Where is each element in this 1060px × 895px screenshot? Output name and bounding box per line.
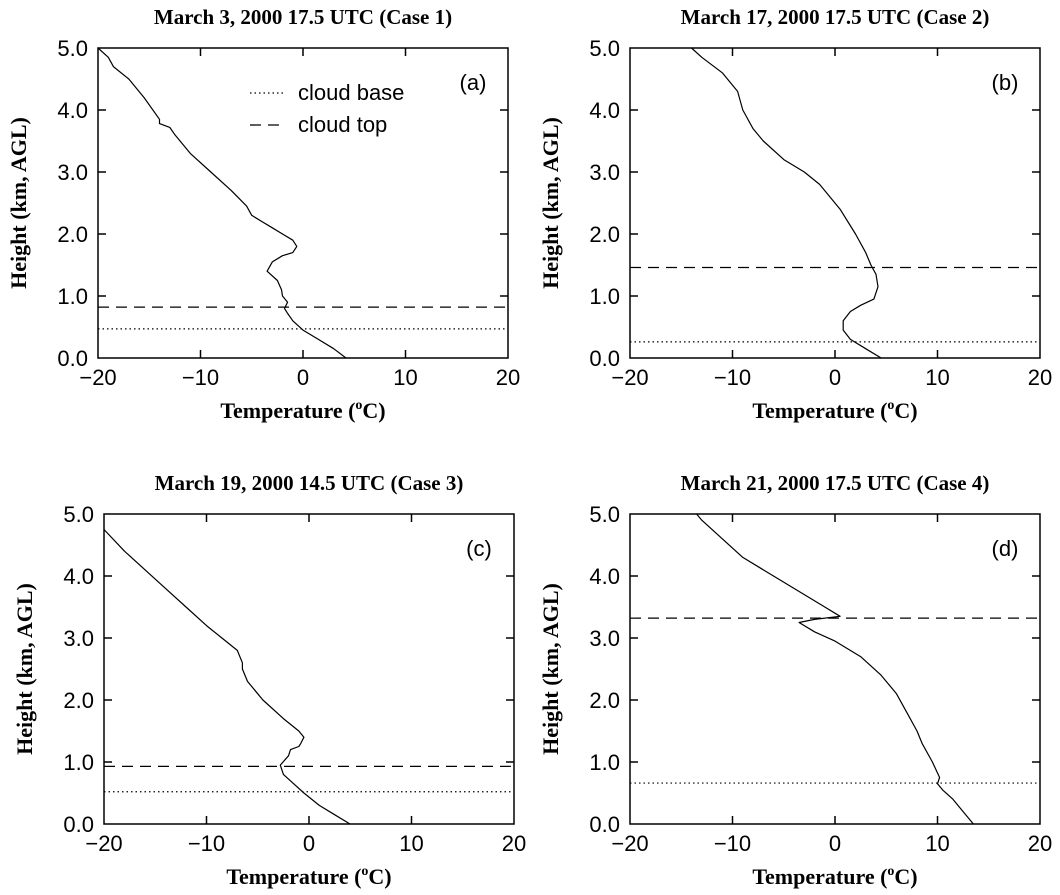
x-tick-label: 0: [829, 365, 841, 390]
x-tick-label: 10: [925, 831, 949, 856]
x-tick-label: 10: [399, 831, 423, 856]
y-tick-label: 3.0: [63, 626, 94, 651]
temperature-profile-line: [103, 529, 351, 825]
y-tick-label: 3.0: [57, 160, 88, 185]
y-tick-label: 2.0: [57, 222, 88, 247]
y-tick-label: 5.0: [589, 36, 620, 61]
chart-title: March 19, 2000 14.5 UTC (Case 3): [155, 471, 464, 495]
y-tick-label: 1.0: [63, 750, 94, 775]
x-tick-label: −10: [188, 831, 225, 856]
y-tick-label: 3.0: [589, 160, 620, 185]
panel-b: March 17, 2000 17.5 UTC (Case 2) −20 −10 0 1…: [538, 5, 1052, 423]
x-tick-label: 10: [393, 365, 417, 390]
y-tick-label: 1.0: [589, 284, 620, 309]
panel-tag: (a): [460, 70, 487, 95]
plot-frame: [103, 513, 515, 825]
chart-title: March 21, 2000 17.5 UTC (Case 4): [681, 471, 990, 495]
y-tick-label: 5.0: [57, 36, 88, 61]
x-tick-label: 0: [297, 365, 309, 390]
x-tick-label: 0: [303, 831, 315, 856]
y-tick-label: 4.0: [589, 564, 620, 589]
x-tick-label: 20: [1028, 831, 1052, 856]
x-tick-label: −10: [714, 365, 751, 390]
panel-a: March 3, 2000 17.5 UTC (Case 1) −20 −10 0 10…: [6, 5, 520, 423]
y-axis-label: Height (km, AGL): [6, 117, 31, 289]
chart-title: March 17, 2000 17.5 UTC (Case 2): [681, 5, 990, 29]
x-axis-label: Temperature (oC): [752, 864, 917, 889]
y-axis-label: Height (km, AGL): [538, 583, 563, 755]
y-tick-label: 5.0: [63, 502, 94, 527]
y-tick-label: 5.0: [589, 502, 620, 527]
panel-tag: (b): [992, 70, 1019, 95]
x-axis-label: Temperature (oC): [220, 398, 385, 423]
y-axis-label: Height (km, AGL): [538, 117, 563, 289]
panel-d: March 21, 2000 17.5 UTC (Case 4) −20 −10 0 1…: [538, 471, 1052, 889]
y-tick-label: 4.0: [63, 564, 94, 589]
x-tick-label: −20: [85, 831, 122, 856]
temperature-profile-line: [97, 47, 347, 359]
legend-entry: cloud base: [298, 80, 404, 105]
y-tick-label: 0.0: [589, 812, 620, 837]
y-tick-label: 3.0: [589, 626, 620, 651]
y-tick-label: 2.0: [63, 688, 94, 713]
x-tick-label: 20: [1028, 365, 1052, 390]
x-tick-label: 10: [925, 365, 949, 390]
y-axis-label: Height (km, AGL): [12, 583, 37, 755]
y-tick-label: 2.0: [589, 688, 620, 713]
x-tick-label: 20: [502, 831, 526, 856]
legend: cloud base cloud top: [250, 80, 404, 137]
chart-title: March 3, 2000 17.5 UTC (Case 1): [154, 5, 452, 29]
x-tick-label: −20: [79, 365, 116, 390]
x-tick-label: 0: [829, 831, 841, 856]
panel-tag: (d): [992, 536, 1019, 561]
x-axis-label: Temperature (oC): [226, 864, 391, 889]
panel-c: March 19, 2000 14.5 UTC (Case 3) −20 −10 0 1…: [12, 471, 526, 889]
x-tick-label: −20: [611, 365, 648, 390]
y-tick-label: 4.0: [57, 98, 88, 123]
temperature-profile-line: [696, 513, 974, 825]
x-tick-label: −10: [714, 831, 751, 856]
panel-tag: (c): [466, 536, 492, 561]
y-tick-label: 4.0: [589, 98, 620, 123]
x-tick-label: −20: [611, 831, 648, 856]
x-axis-label: Temperature (oC): [752, 398, 917, 423]
x-tick-label: 20: [496, 365, 520, 390]
y-tick-label: 0.0: [589, 346, 620, 371]
y-tick-label: 0.0: [57, 346, 88, 371]
legend-entry: cloud top: [298, 112, 387, 137]
x-tick-label: −10: [182, 365, 219, 390]
temperature-profile-line: [691, 47, 882, 359]
y-tick-label: 1.0: [589, 750, 620, 775]
y-tick-label: 0.0: [63, 812, 94, 837]
y-tick-label: 2.0: [589, 222, 620, 247]
y-tick-label: 1.0: [57, 284, 88, 309]
plot-frame: [629, 513, 1041, 825]
